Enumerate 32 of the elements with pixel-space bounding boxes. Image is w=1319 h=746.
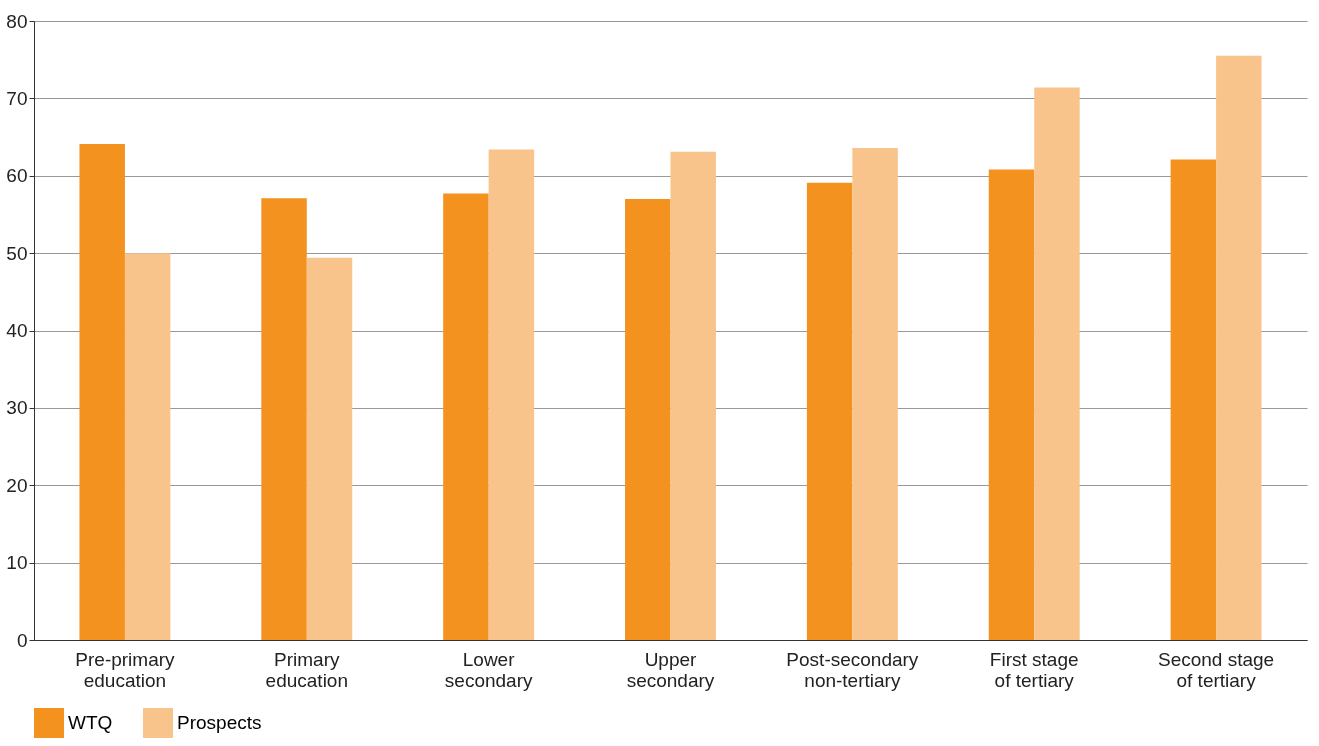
bar: [1034, 87, 1080, 640]
y-tick-label: 80: [6, 10, 28, 32]
bar: [988, 169, 1035, 640]
legend-label: WTQ: [68, 712, 113, 733]
y-tick-label: 60: [6, 165, 28, 187]
x-tick-label: First stage of tertiary: [989, 648, 1079, 691]
bar: [261, 198, 307, 640]
legend-label: Prospects: [177, 712, 262, 733]
x-tick-label: Pre-primary education: [75, 648, 176, 691]
x-tick-label: Post-secondary non-tertiary: [786, 648, 919, 691]
x-tick-label: Upper secondary: [626, 648, 715, 691]
bar: [124, 253, 171, 640]
bar: [806, 182, 853, 640]
y-tick-label: 0: [16, 629, 28, 651]
bar: [625, 198, 671, 640]
y-tick-label: 70: [6, 87, 28, 109]
bar: [79, 144, 125, 640]
bar: [306, 257, 353, 640]
y-tick-label: 10: [6, 552, 28, 574]
x-tick-label: Primary education: [265, 648, 348, 691]
bar: [1170, 159, 1217, 640]
x-tick-label: Second stage of tertiary: [1157, 648, 1275, 691]
x-tick-label: Lower secondary: [444, 648, 533, 691]
bar: [670, 151, 716, 640]
y-tick-label: 50: [6, 242, 28, 264]
y-tick-label: 40: [6, 320, 28, 341]
bar: [852, 147, 898, 640]
y-tick-label: 20: [6, 474, 28, 496]
y-tick-label: 30: [6, 397, 28, 419]
bar: [488, 149, 535, 640]
bar: [443, 193, 489, 640]
bar: [1216, 55, 1262, 640]
